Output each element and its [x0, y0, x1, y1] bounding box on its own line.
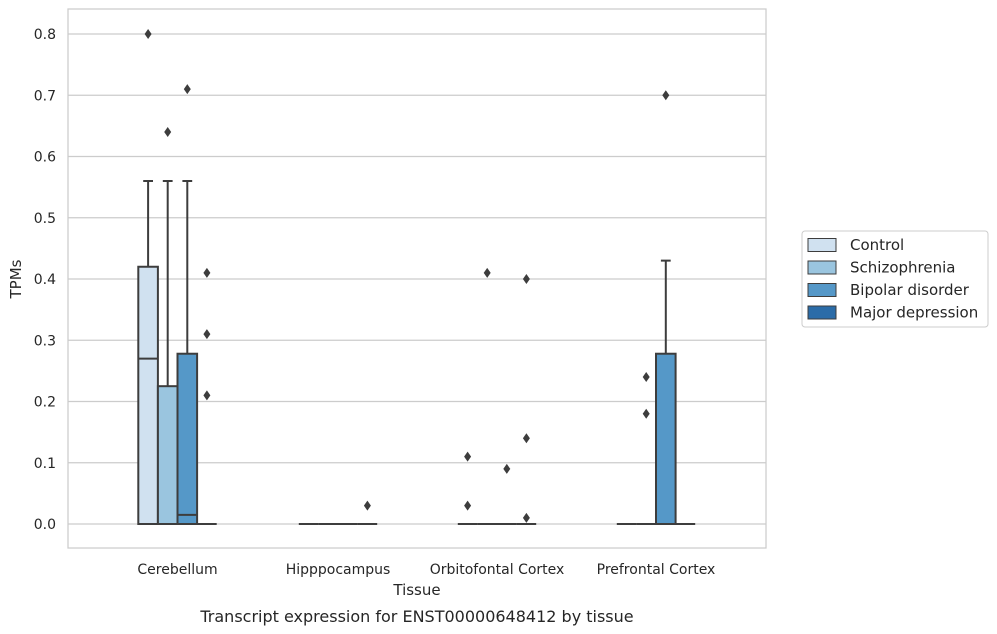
outlier-point [642, 408, 650, 419]
y-tick-label: 0.8 [34, 27, 56, 43]
outlier-point [363, 500, 371, 511]
y-axis-label: TPMs [7, 259, 25, 299]
y-tick-label: 0.6 [34, 150, 56, 166]
outlier-point [483, 267, 491, 278]
outlier-point [164, 127, 172, 137]
box-schizophrenia [156, 180, 179, 525]
legend-swatch [807, 260, 837, 275]
box-body [156, 385, 179, 525]
legend-swatch [807, 305, 837, 320]
y-tick-label: 0.1 [34, 456, 56, 472]
box-body [655, 352, 677, 525]
legend: Control Schizophrenia Bipolar disorder Majo… [801, 230, 989, 328]
x-tick-label: Orbitofontal Cortex [430, 562, 565, 578]
plot-area [67, 8, 767, 549]
y-tick-label: 0.3 [34, 333, 56, 349]
box-bipolar-disorder [176, 180, 199, 525]
outlier-point [642, 372, 650, 382]
y-tick-label: 0.2 [34, 395, 56, 411]
outlier-point [464, 500, 472, 511]
y-tick-label: 0.7 [34, 88, 56, 104]
x-tick-label: Cerebellum [137, 562, 217, 578]
box-bipolar-disorder [655, 259, 677, 525]
x-tick-labels: Cerebellum Hipppocampus Orbitofontal Corte… [137, 562, 715, 578]
legend-label: Bipolar disorder [850, 281, 970, 299]
outlier-point [144, 29, 152, 39]
outlier-point [662, 90, 670, 101]
outlier-point [503, 463, 511, 474]
outlier-point [183, 84, 191, 95]
outlier-point [522, 512, 530, 523]
boxes [137, 180, 696, 525]
legend-swatch [807, 238, 837, 252]
box-body [137, 265, 159, 525]
box-body [176, 352, 199, 525]
legend-swatch [807, 283, 837, 297]
outlier-point [203, 390, 211, 401]
figure-caption: Transcript expression for ENST0000064841… [199, 607, 633, 626]
legend-label: Schizophrenia [850, 259, 955, 277]
x-tick-label: Prefrontal Cortex [597, 562, 716, 578]
x-axis-label: Tissue [392, 581, 440, 599]
box-control [137, 180, 159, 525]
outlier-point [464, 451, 472, 462]
outlier-point [203, 329, 211, 340]
y-tick-label: 0.4 [34, 272, 56, 288]
y-tick-label: 0.0 [34, 517, 56, 533]
outlier-point [522, 433, 530, 444]
outlier-point [522, 274, 530, 284]
legend-label: Control [850, 236, 904, 254]
outliers [144, 29, 670, 523]
x-tick-label: Hipppocampus [286, 562, 391, 578]
legend-frame [801, 230, 989, 328]
y-tick-label: 0.5 [34, 211, 56, 227]
outlier-point [203, 267, 211, 278]
legend-label: Major depression [850, 304, 978, 322]
y-tick-labels: 0.0 0.1 0.2 0.3 0.4 0.5 0.6 0.7 0.8 [34, 27, 56, 533]
